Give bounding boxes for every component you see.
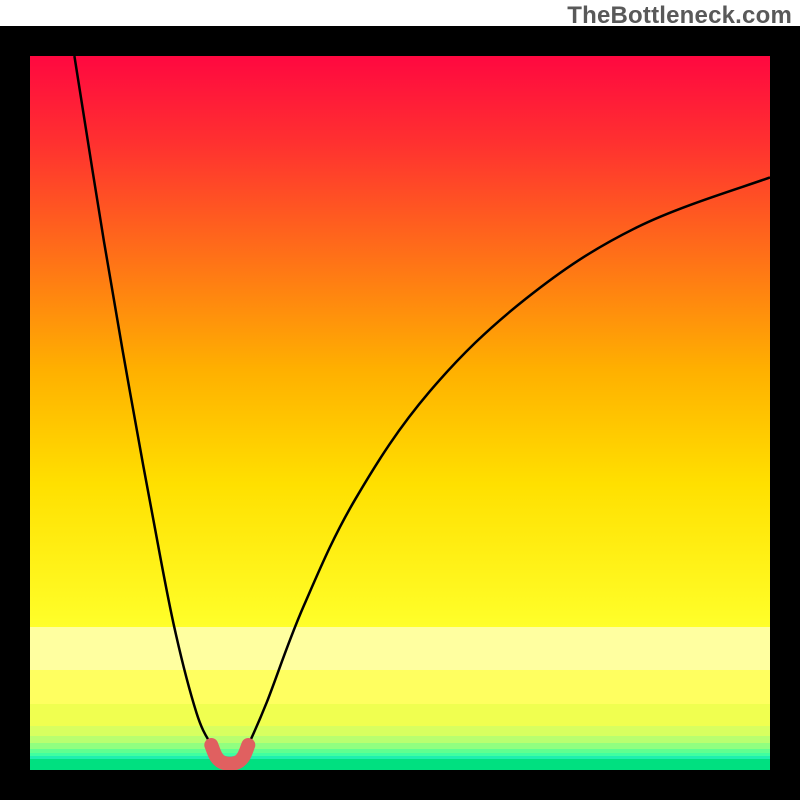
plot-area: [30, 56, 770, 770]
bottleneck-curve-path: [74, 56, 770, 764]
attribution-text: TheBottleneck.com: [567, 2, 792, 30]
bottleneck-curve: [30, 56, 770, 770]
optimal-zone-highlight: [211, 745, 248, 764]
